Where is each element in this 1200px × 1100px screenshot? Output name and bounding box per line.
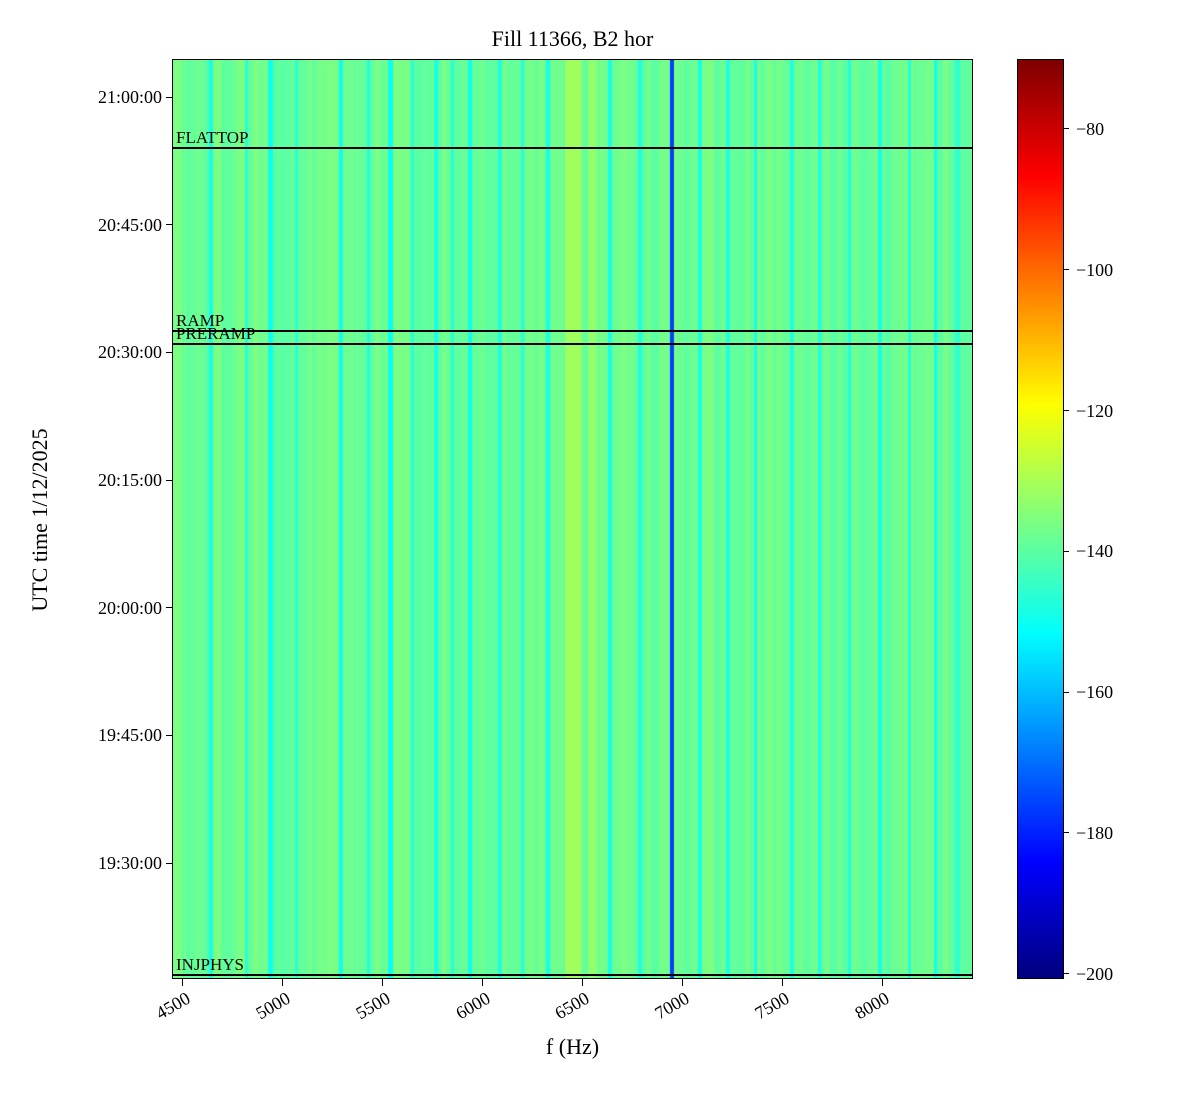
colorbar-tick-mark <box>1063 832 1069 834</box>
x-tick-mark <box>382 979 384 986</box>
colorbar-tick-mark <box>1063 128 1069 130</box>
y-tick-label: 19:45:00 <box>97 725 162 746</box>
colorbar-tick-label: −80 <box>1076 118 1105 139</box>
colorbar-tick-mark <box>1063 550 1069 552</box>
y-tick-mark <box>166 351 173 353</box>
x-tick-mark <box>182 979 184 986</box>
y-tick-mark <box>166 96 173 98</box>
colorbar-tick-label: −160 <box>1076 682 1114 703</box>
event-label-ramp: RAMP <box>176 311 225 331</box>
x-axis-label: f (Hz) <box>545 1034 600 1059</box>
colorbar-tick-label: −200 <box>1076 963 1114 984</box>
event-line-flattop <box>173 147 972 150</box>
event-label-flattop: FLATTOP <box>176 128 249 148</box>
colorbar-tick-label: −120 <box>1076 400 1114 421</box>
y-tick-label: 21:00:00 <box>97 87 162 108</box>
event-line-ramp <box>173 330 972 333</box>
colorbar-tick-mark <box>1063 410 1069 412</box>
colorbar-tick-label: −100 <box>1076 259 1114 280</box>
y-tick-label: 20:00:00 <box>97 597 162 618</box>
y-tick-mark <box>166 479 173 481</box>
y-tick-mark <box>166 734 173 736</box>
colorbar-tick-label: −140 <box>1076 541 1114 562</box>
colorbar-tick-mark <box>1063 973 1069 975</box>
x-tick-mark <box>781 979 783 986</box>
colorbar-tick-label: −180 <box>1076 822 1114 843</box>
heatmap-plot <box>173 60 972 978</box>
y-tick-mark <box>166 224 173 226</box>
x-tick-mark <box>282 979 284 986</box>
event-line-injphys <box>173 974 972 977</box>
event-label-preramp: PRERAMP <box>176 323 256 343</box>
y-tick-label: 20:45:00 <box>97 214 162 235</box>
x-tick-mark <box>581 979 583 986</box>
event-label-injphys: INJPHYS <box>176 955 245 975</box>
y-tick-mark <box>166 607 173 609</box>
x-tick-mark <box>482 979 484 986</box>
colorbar <box>1018 60 1063 978</box>
x-tick-mark <box>881 979 883 986</box>
y-tick-label: 20:15:00 <box>97 470 162 491</box>
colorbar-tick-mark <box>1063 691 1069 693</box>
event-line-preramp <box>173 342 972 345</box>
colorbar-tick-mark <box>1063 269 1069 271</box>
y-tick-label: 20:30:00 <box>97 342 162 363</box>
y-tick-mark <box>166 862 173 864</box>
x-tick-mark <box>681 979 683 986</box>
colorbar-frame <box>1017 59 1064 979</box>
chart-title: Fill 11366, B2 hor <box>491 26 654 51</box>
plot-frame <box>172 59 973 979</box>
y-tick-label: 19:30:00 <box>97 853 162 874</box>
y-axis-label: UTC time 1/12/2025 <box>27 428 52 612</box>
